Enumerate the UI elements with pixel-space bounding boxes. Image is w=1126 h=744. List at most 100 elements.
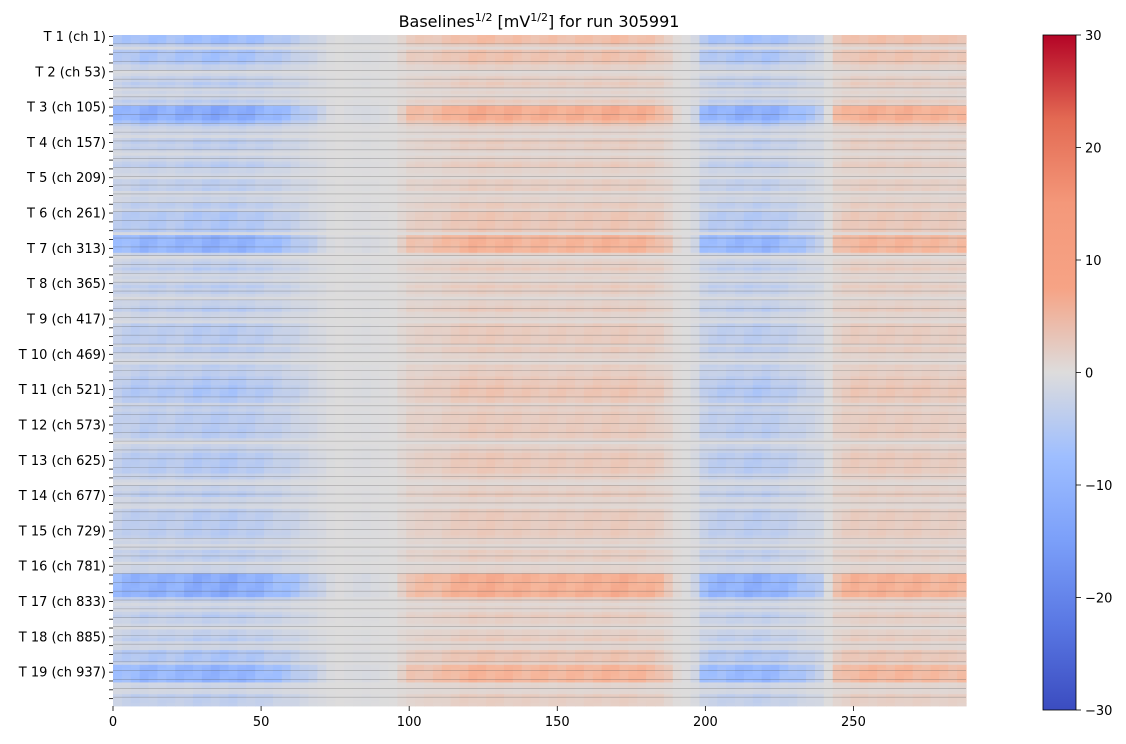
heatmap-cell [370,114,381,118]
heatmap-cell [237,35,247,39]
heatmap-cell [575,67,585,71]
heatmap-cell [699,140,709,145]
heatmap-cell [592,170,603,174]
heatmap-cell [335,37,345,42]
heatmap-cell [468,114,478,118]
heatmap-cell [388,43,398,48]
heatmap-cell [281,87,292,92]
heatmap-cell [628,149,638,154]
heatmap-cell [797,87,807,92]
heatmap-cell [281,93,292,98]
heatmap-cell [477,58,487,62]
heatmap-cell [335,61,345,65]
heatmap-cell [290,185,301,189]
heatmap-cell [450,87,461,92]
heatmap-cell [184,123,194,127]
heatmap-row [113,164,967,168]
heatmap-cell [192,185,203,189]
heatmap-cell [726,79,736,83]
heatmap-cell [957,49,967,54]
heatmap-cell [814,37,825,42]
heatmap-cell [690,102,701,107]
heatmap-cell [379,85,390,89]
heatmap-cell [637,167,647,171]
heatmap-cell [548,158,558,162]
heatmap-cell [743,40,754,45]
heatmap-cell [397,149,407,154]
heatmap-cell [388,61,398,65]
heatmap-cell [495,111,505,115]
heatmap-cell [583,64,594,68]
heatmap-cell [326,123,336,127]
heatmap-cell [495,140,505,145]
heatmap-cell [548,93,558,98]
heatmap-cell [352,102,363,107]
heatmap-cell [601,161,612,165]
heatmap-cell [477,46,487,51]
heatmap-cell [939,111,949,115]
heatmap-cell [646,149,656,154]
heatmap-cell [246,155,256,159]
heatmap-cell [877,146,887,151]
heatmap-cell [184,149,194,154]
heatmap-cell [868,170,878,174]
heatmap-cell [317,90,327,95]
heatmap-cell [770,87,781,92]
heatmap-cell [903,105,914,109]
heatmap-cell [930,40,940,45]
heatmap-cell [246,179,256,183]
heatmap-cell [423,102,434,107]
heatmap-cell [557,149,567,154]
heatmap-cell [397,155,407,159]
heatmap-cell [557,123,567,127]
heatmap-cell [770,73,781,77]
heatmap-cell [619,111,629,115]
heatmap-cell [228,149,238,154]
heatmap-cell [441,55,452,59]
heatmap-cell [779,126,789,130]
heatmap-cell [743,167,754,171]
heatmap-cell [663,123,674,127]
heatmap-cell [423,170,434,174]
heatmap-cell [486,67,496,71]
heatmap-cell [432,164,443,168]
heatmap-cell [779,176,789,180]
heatmap-cell [743,52,754,56]
heatmap-cell [423,143,434,148]
heatmap-cell [850,70,860,74]
heatmap-cell [184,46,194,51]
heatmap-cell [192,43,203,48]
heatmap-cell [752,73,763,77]
heatmap-cell [379,102,390,107]
heatmap-cell [299,179,310,183]
heatmap-cell [708,143,718,148]
heatmap-cell [646,90,656,95]
heatmap-cell [637,179,647,183]
heatmap-cell [379,167,390,171]
heatmap-cell [699,108,709,112]
heatmap-cell [628,40,638,45]
heatmap-cell [432,93,443,98]
heatmap-cell [726,161,736,165]
heatmap-cell [708,129,718,133]
heatmap-cell [272,132,283,136]
heatmap-cell [113,43,123,48]
heatmap-cell [477,179,487,183]
heatmap-cell [130,161,141,165]
heatmap-cell [948,167,958,171]
heatmap-cell [281,152,292,157]
heatmap-cell [503,99,514,104]
heatmap-cell [894,46,905,51]
heatmap-cell [210,123,221,127]
heatmap-cell [486,82,496,86]
heatmap-cell [113,117,123,121]
heatmap-cell [868,167,878,171]
heatmap-cell [743,170,754,174]
heatmap-cell [637,73,647,77]
heatmap-cell [184,135,194,139]
heatmap-cell [299,43,310,48]
heatmap-cell [717,67,727,71]
heatmap-cell [690,40,701,45]
heatmap-cell [708,126,718,130]
heatmap-cell [823,143,834,148]
